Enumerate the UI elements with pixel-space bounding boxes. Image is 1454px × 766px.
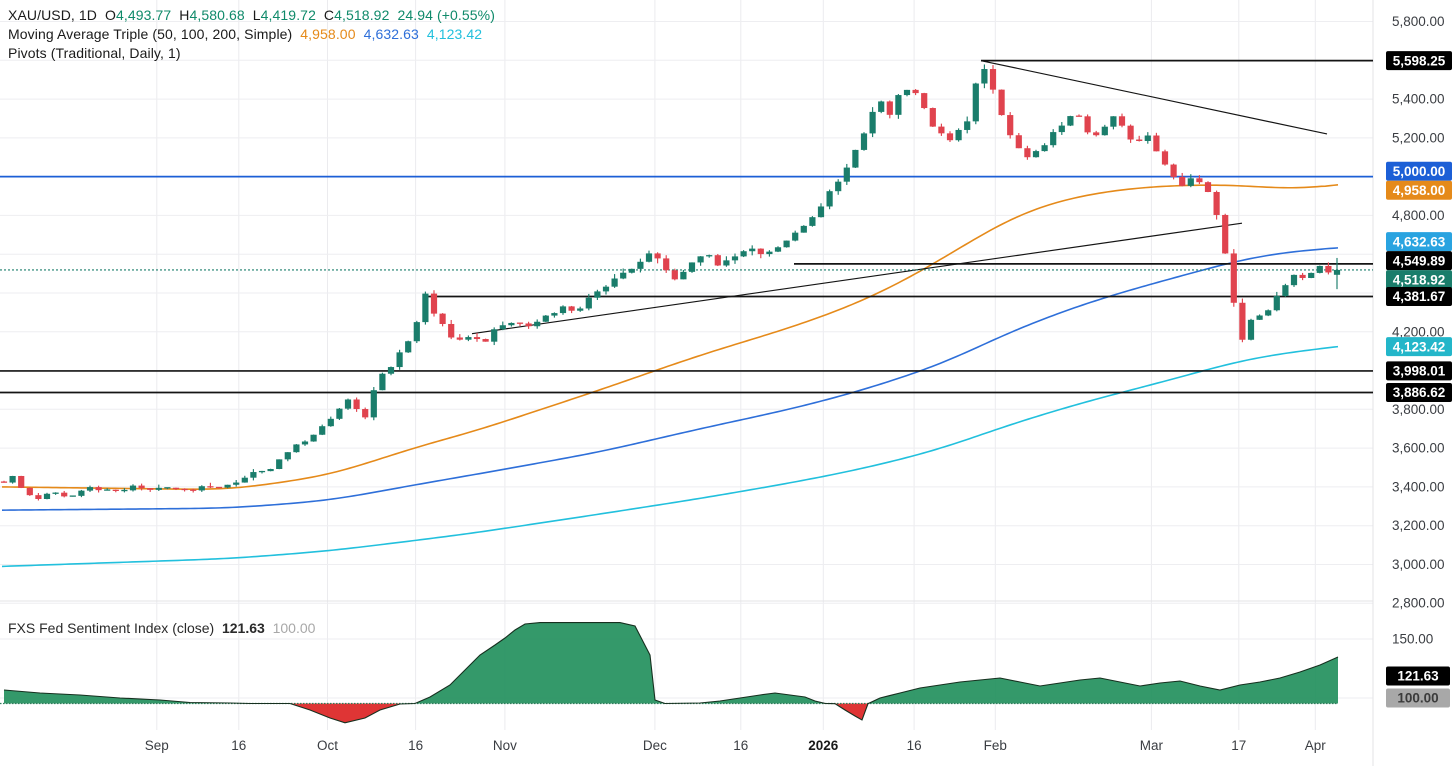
svg-text:5,598.25: 5,598.25 — [1393, 53, 1446, 68]
svg-text:16: 16 — [408, 738, 423, 753]
svg-text:5,800.00: 5,800.00 — [1392, 14, 1445, 29]
svg-text:4,518.92: 4,518.92 — [1393, 272, 1446, 287]
svg-text:3,400.00: 3,400.00 — [1392, 479, 1445, 494]
svg-text:4,381.67: 4,381.67 — [1393, 289, 1446, 304]
svg-text:5,200.00: 5,200.00 — [1392, 130, 1445, 145]
svg-text:4,800.00: 4,800.00 — [1392, 208, 1445, 223]
svg-text:4,958.00: 4,958.00 — [1393, 183, 1446, 198]
svg-text:Nov: Nov — [493, 738, 517, 753]
svg-text:3,800.00: 3,800.00 — [1392, 402, 1445, 417]
svg-text:121.63: 121.63 — [1397, 669, 1439, 684]
svg-text:Mar: Mar — [1140, 738, 1164, 753]
svg-text:3,200.00: 3,200.00 — [1392, 518, 1445, 533]
svg-text:5,000.00: 5,000.00 — [1393, 164, 1446, 179]
svg-text:4,632.63: 4,632.63 — [1393, 234, 1446, 249]
svg-text:3,886.62: 3,886.62 — [1393, 385, 1446, 400]
svg-text:3,600.00: 3,600.00 — [1392, 441, 1445, 456]
svg-text:Apr: Apr — [1305, 738, 1327, 753]
svg-text:150.00: 150.00 — [1392, 632, 1433, 647]
svg-text:2,800.00: 2,800.00 — [1392, 596, 1445, 611]
svg-text:Feb: Feb — [984, 738, 1007, 753]
svg-text:5,400.00: 5,400.00 — [1392, 92, 1445, 107]
svg-text:4,200.00: 4,200.00 — [1392, 324, 1445, 339]
svg-text:2026: 2026 — [808, 738, 839, 753]
svg-text:3,000.00: 3,000.00 — [1392, 557, 1445, 572]
svg-text:16: 16 — [733, 738, 748, 753]
svg-text:3,998.01: 3,998.01 — [1393, 364, 1446, 379]
svg-text:16: 16 — [231, 738, 246, 753]
svg-text:4,123.42: 4,123.42 — [1393, 339, 1446, 354]
svg-text:Oct: Oct — [317, 738, 338, 753]
svg-text:100.00: 100.00 — [1397, 691, 1438, 706]
svg-text:Dec: Dec — [643, 738, 667, 753]
svg-text:16: 16 — [907, 738, 922, 753]
svg-text:Sep: Sep — [145, 738, 169, 753]
svg-text:4,549.89: 4,549.89 — [1393, 253, 1446, 268]
svg-text:17: 17 — [1231, 738, 1246, 753]
